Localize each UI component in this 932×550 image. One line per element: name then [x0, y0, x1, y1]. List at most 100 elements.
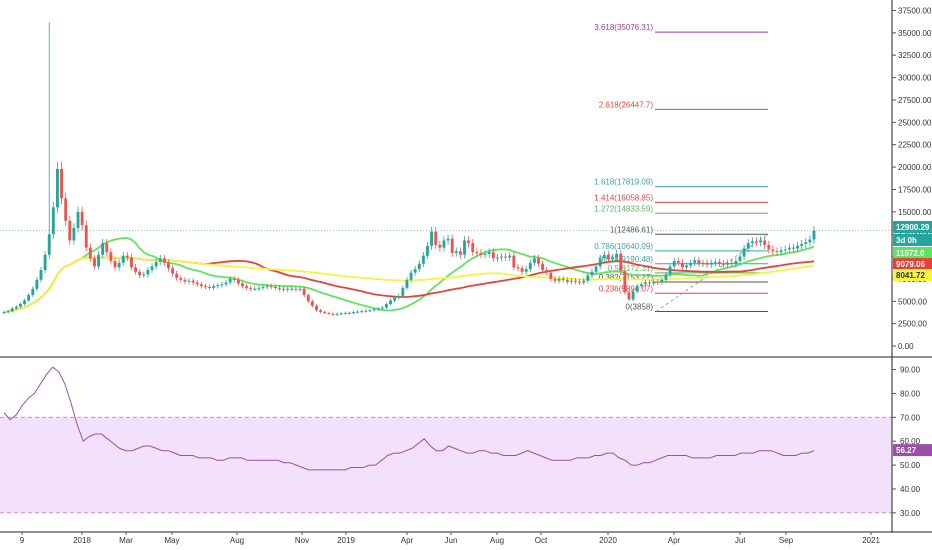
candle[interactable]	[269, 286, 273, 288]
candle[interactable]	[212, 286, 216, 288]
candle[interactable]	[590, 271, 594, 276]
candle[interactable]	[14, 306, 18, 309]
candle[interactable]	[249, 287, 253, 289]
candle[interactable]	[524, 269, 528, 272]
candle[interactable]	[343, 312, 347, 314]
candle[interactable]	[335, 313, 339, 315]
candle[interactable]	[549, 272, 553, 279]
candle[interactable]	[19, 303, 22, 307]
candle[interactable]	[195, 282, 199, 285]
candle[interactable]	[557, 278, 561, 281]
candle[interactable]	[27, 295, 31, 301]
candle[interactable]	[401, 287, 405, 296]
candle[interactable]	[438, 244, 442, 248]
candle[interactable]	[783, 249, 787, 251]
candle[interactable]	[430, 231, 434, 246]
candles[interactable]	[2, 22, 816, 316]
candle[interactable]	[648, 282, 651, 284]
candle[interactable]	[125, 255, 129, 258]
candle[interactable]	[179, 278, 183, 280]
candle[interactable]	[302, 288, 306, 296]
candle[interactable]	[298, 288, 302, 290]
candle[interactable]	[582, 280, 586, 283]
candle[interactable]	[491, 252, 495, 259]
candle[interactable]	[376, 308, 380, 310]
candle[interactable]	[278, 287, 281, 289]
candle[interactable]	[759, 240, 762, 243]
candle[interactable]	[220, 284, 224, 286]
candle[interactable]	[273, 286, 277, 288]
candle[interactable]	[183, 279, 187, 282]
candle[interactable]	[750, 241, 754, 244]
candle[interactable]	[738, 256, 742, 262]
candle[interactable]	[512, 255, 516, 268]
candle[interactable]	[611, 257, 614, 260]
candle[interactable]	[537, 258, 540, 264]
candle[interactable]	[2, 312, 6, 314]
candle[interactable]	[796, 245, 799, 249]
candle[interactable]	[668, 266, 672, 275]
candle[interactable]	[294, 288, 298, 290]
candle[interactable]	[323, 312, 327, 314]
candle[interactable]	[528, 262, 532, 270]
candle[interactable]	[175, 273, 179, 279]
candle[interactable]	[467, 240, 471, 244]
candle[interactable]	[356, 311, 360, 313]
candle[interactable]	[569, 280, 573, 282]
candle[interactable]	[578, 281, 582, 283]
candle[interactable]	[689, 262, 693, 266]
candle[interactable]	[672, 261, 676, 267]
candle[interactable]	[310, 301, 314, 306]
candle[interactable]	[413, 269, 417, 273]
candle[interactable]	[500, 256, 503, 258]
candle[interactable]	[97, 254, 101, 267]
candle[interactable]	[241, 283, 244, 287]
candle[interactable]	[742, 248, 746, 257]
candle[interactable]	[31, 288, 35, 296]
candle[interactable]	[676, 261, 680, 263]
candle[interactable]	[631, 291, 635, 300]
candle[interactable]	[146, 269, 150, 275]
candle[interactable]	[360, 311, 364, 313]
candle[interactable]	[652, 281, 656, 284]
rsi-line[interactable]	[3, 366, 815, 471]
candle[interactable]	[142, 274, 146, 276]
candle[interactable]	[417, 263, 421, 270]
candle[interactable]	[397, 295, 401, 298]
candle[interactable]	[380, 307, 384, 309]
candle[interactable]	[117, 262, 121, 268]
candle[interactable]	[208, 286, 212, 288]
candle[interactable]	[257, 287, 261, 289]
candle[interactable]	[763, 240, 767, 245]
candle[interactable]	[72, 227, 76, 241]
candle[interactable]	[598, 258, 602, 267]
candle[interactable]	[639, 284, 643, 287]
candle[interactable]	[656, 281, 660, 283]
candle[interactable]	[606, 254, 610, 260]
candle[interactable]	[541, 263, 545, 270]
candle[interactable]	[35, 279, 39, 289]
candle[interactable]	[306, 295, 310, 302]
candle[interactable]	[685, 265, 688, 268]
candle[interactable]	[800, 244, 804, 246]
candle[interactable]	[68, 220, 72, 241]
candle[interactable]	[253, 288, 257, 290]
candle[interactable]	[171, 268, 175, 274]
candle[interactable]	[787, 247, 791, 250]
candle[interactable]	[709, 262, 713, 265]
candle[interactable]	[43, 254, 47, 270]
candle[interactable]	[812, 230, 816, 240]
candle[interactable]	[697, 260, 701, 264]
candle[interactable]	[261, 286, 265, 288]
candle[interactable]	[245, 286, 249, 288]
candle[interactable]	[121, 255, 125, 263]
candle[interactable]	[792, 247, 795, 249]
candle[interactable]	[134, 267, 138, 272]
candle[interactable]	[138, 271, 142, 276]
candle[interactable]	[779, 250, 783, 253]
candle[interactable]	[680, 262, 684, 268]
candle[interactable]	[487, 252, 491, 254]
candle[interactable]	[113, 261, 117, 268]
candle[interactable]	[516, 267, 520, 269]
